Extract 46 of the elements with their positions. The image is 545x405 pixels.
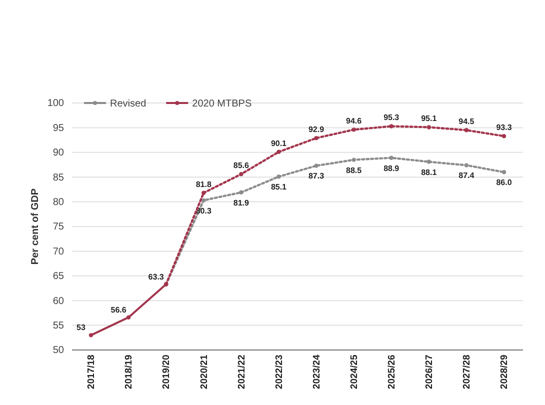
legend-label: Revised — [110, 98, 146, 110]
x-tick-label: 2026/27 — [424, 354, 436, 390]
x-tick-label: 2017/18 — [86, 354, 98, 390]
x-tick-label: 2028/29 — [499, 354, 510, 390]
x-tick-label: 2020/21 — [198, 354, 210, 390]
data-label: 85.1 — [270, 182, 288, 192]
data-label: 85.6 — [233, 161, 250, 170]
y-tick-label: 60 — [52, 296, 64, 307]
data-label: 94.5 — [458, 117, 475, 126]
data-label: 81.9 — [233, 198, 250, 208]
x-tick-label: 2025/26 — [386, 354, 398, 390]
data-label: 95.1 — [421, 114, 438, 124]
y-tick-label: 100 — [47, 98, 64, 110]
data-label: 90.1 — [270, 138, 288, 148]
y-axis-title: Per cent of GDP — [30, 188, 41, 265]
data-label: 88.9 — [384, 164, 400, 173]
x-tick-label: 2022/23 — [274, 354, 285, 390]
data-label: 88.1 — [421, 168, 438, 177]
data-label: 81.8 — [196, 180, 212, 189]
legend-label: 2020 MTBPS — [192, 98, 252, 110]
data-label: 86.0 — [496, 178, 512, 188]
y-tick-label: 70 — [52, 246, 64, 258]
data-label: 87.3 — [308, 172, 325, 181]
data-label: 92.9 — [308, 125, 325, 134]
x-tick-label: 2027/28 — [462, 354, 473, 390]
x-tick-label: 2023/24 — [311, 354, 322, 390]
y-tick-label: 95 — [52, 122, 64, 134]
data-label: 95.3 — [384, 113, 400, 122]
data-label: 88.5 — [346, 166, 362, 175]
x-tick-label: 2021/22 — [236, 354, 248, 390]
x-tick-label: 2024/25 — [348, 354, 360, 390]
data-label: 94.6 — [346, 116, 362, 126]
data-label: 56.6 — [110, 305, 127, 314]
y-tick-label: 85 — [52, 172, 64, 184]
y-tick-label: 90 — [52, 148, 64, 159]
x-tick-label: 2019/20 — [161, 354, 172, 390]
y-tick-label: 65 — [52, 271, 64, 282]
y-tick-label: 80 — [52, 197, 64, 208]
x-tick-label: 2018/19 — [124, 354, 135, 390]
y-tick-label: 55 — [52, 320, 64, 332]
data-label: 63.3 — [148, 272, 164, 282]
data-label: 87.4 — [458, 171, 475, 180]
y-tick-label: 75 — [52, 222, 64, 233]
y-tick-label: 50 — [52, 345, 64, 356]
data-label: 93.3 — [496, 123, 512, 132]
data-label: 53 — [76, 323, 86, 332]
